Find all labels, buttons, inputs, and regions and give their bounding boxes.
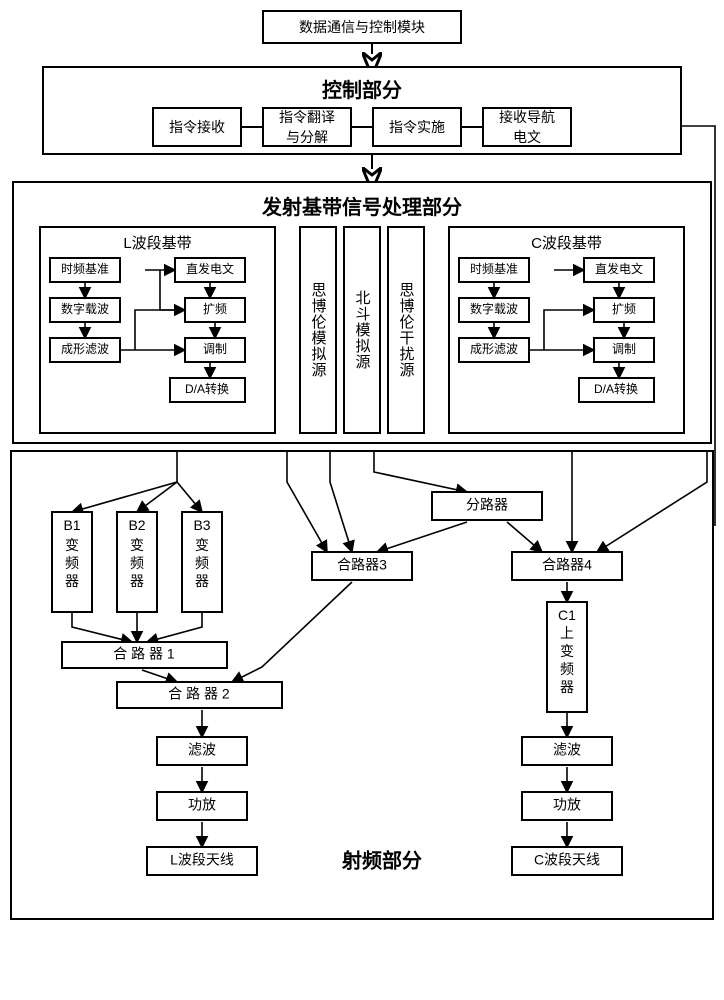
svg-text:B2: B2	[128, 517, 145, 533]
svg-text:变: 变	[65, 537, 79, 553]
ctrl-b3-label: 指令实施	[389, 117, 445, 137]
top-module-label: 数据通信与控制模块	[299, 17, 425, 37]
svg-text:频: 频	[130, 555, 144, 571]
c-baseband: C波段基带 时频基准 直发电文 数字载波 扩频 成形滤波 调制 D/A转换	[448, 226, 685, 434]
l-bb-title: L波段基带	[45, 232, 270, 253]
svg-text:功放: 功放	[553, 797, 581, 813]
svg-text:器: 器	[65, 573, 79, 589]
rf-comb1: 合 路 器 1	[113, 646, 175, 662]
svg-text:调制: 调制	[612, 342, 636, 356]
line-c3c4	[462, 107, 482, 147]
svg-text:变: 变	[130, 537, 144, 553]
svg-text:扩频: 扩频	[612, 302, 636, 316]
line-c2c3	[352, 107, 372, 147]
rf-svg: 分路器 合路器3 合路器4 合 路 器 1 合 路 器 2	[12, 452, 712, 918]
c-bb-svg: 时频基准 直发电文 数字载波 扩频 成形滤波 调制 D/A转换	[454, 253, 679, 428]
ctrl-b3: 指令实施	[372, 107, 462, 147]
l-baseband: L波段基带 时频基准 直发电文 数字载波 扩频 成形滤波 调制	[39, 226, 276, 434]
ctrl-b4-label: 接收导航 电文	[499, 107, 555, 147]
ctrl-b2: 指令翻译 与分解	[262, 107, 352, 147]
arrow-control-to-baseband	[10, 155, 724, 181]
mid3-label: 思博伦干扰源	[396, 282, 417, 378]
rf-title: 射频部分	[341, 848, 422, 872]
svg-text:D/A转换: D/A转换	[594, 381, 638, 396]
svg-text:频: 频	[560, 661, 574, 677]
svg-text:滤波: 滤波	[553, 742, 581, 758]
top-module: 数据通信与控制模块	[262, 10, 462, 44]
l-a2: 直发电文	[186, 261, 234, 276]
l-a3: 数字载波	[61, 301, 109, 316]
baseband-section: 发射基带信号处理部分 L波段基带 时频基准 直发电文 数字载波 扩频 成形滤波	[12, 181, 712, 444]
arrow-top-to-control	[10, 44, 724, 66]
ctrl-b4: 接收导航 电文	[482, 107, 572, 147]
mid-source-2: 北斗模拟源	[343, 226, 381, 434]
svg-text:滤波: 滤波	[188, 742, 216, 758]
l-a4: 扩频	[203, 302, 227, 316]
svg-text:频: 频	[65, 555, 79, 571]
svg-text:功放: 功放	[188, 797, 216, 813]
mid2-label: 北斗模拟源	[352, 290, 373, 370]
svg-text:器: 器	[560, 679, 574, 695]
l-bb-svg: 时频基准 直发电文 数字载波 扩频 成形滤波 调制 D/A转换	[45, 253, 270, 428]
svg-text:变: 变	[195, 537, 209, 553]
svg-text:变: 变	[560, 643, 574, 659]
ctrl-b1: 指令接收	[152, 107, 242, 147]
ctrl-b2-label: 指令翻译 与分解	[279, 107, 335, 147]
mid1-label: 思博伦模拟源	[308, 282, 329, 378]
svg-text:L波段天线: L波段天线	[170, 852, 234, 868]
control-title: 控制部分	[50, 74, 674, 103]
control-section: 控制部分 指令接收 指令翻译 与分解 指令实施 接收导航 电文	[42, 66, 682, 155]
l-a7: D/A转换	[185, 381, 229, 396]
rf-comb4: 合路器4	[542, 557, 592, 573]
svg-text:B3: B3	[193, 517, 210, 533]
svg-text:成形滤波: 成形滤波	[470, 342, 518, 356]
line-c1c2	[242, 107, 262, 147]
svg-text:C波段天线: C波段天线	[534, 852, 600, 868]
c-bb-title: C波段基带	[454, 232, 679, 253]
rf-section: 分路器 合路器3 合路器4 合 路 器 1 合 路 器 2	[10, 450, 714, 920]
svg-text:数字载波: 数字载波	[470, 301, 518, 316]
l-a5: 成形滤波	[61, 342, 109, 356]
svg-text:时频基准: 时频基准	[470, 262, 518, 276]
svg-text:器: 器	[130, 573, 144, 589]
mid-source-1: 思博伦模拟源	[299, 226, 337, 434]
svg-text:B1: B1	[63, 517, 80, 533]
rf-splitter: 分路器	[466, 497, 508, 513]
l-a6: 调制	[203, 342, 227, 356]
svg-text:直发电文: 直发电文	[595, 261, 643, 276]
rf-comb2: 合 路 器 2	[168, 686, 230, 702]
svg-text:频: 频	[195, 555, 209, 571]
l-a1: 时频基准	[61, 262, 109, 276]
rf-comb3: 合路器3	[337, 557, 387, 573]
svg-text:器: 器	[195, 573, 209, 589]
baseband-title: 发射基带信号处理部分	[22, 191, 702, 220]
svg-text:上: 上	[560, 625, 574, 641]
spacer	[10, 920, 724, 921]
mid-source-3: 思博伦干扰源	[387, 226, 425, 434]
svg-text:C1: C1	[558, 607, 576, 623]
ctrl-b1-label: 指令接收	[169, 117, 225, 137]
